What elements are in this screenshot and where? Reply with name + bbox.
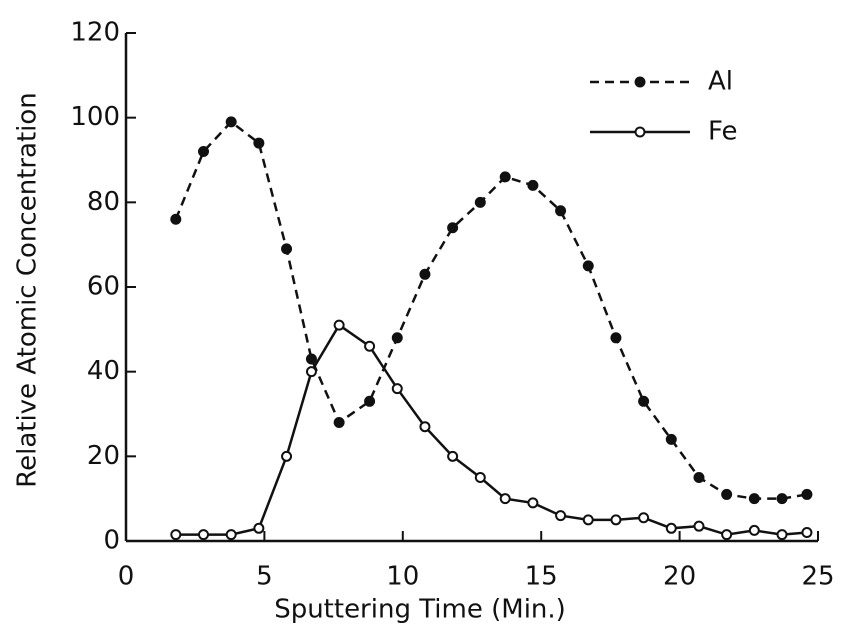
data-point [665, 433, 677, 445]
data-point [474, 472, 486, 483]
data-point [527, 497, 539, 509]
x-tick-label: 5 [256, 562, 273, 592]
series-line [175, 323, 808, 536]
x-tick-label: 20 [663, 562, 696, 592]
y-tick-label: 60 [87, 272, 120, 302]
data-point [582, 514, 594, 526]
data-point [610, 514, 622, 526]
data-point [391, 383, 403, 395]
data-point [364, 395, 376, 407]
x-tick-label: 25 [801, 562, 834, 592]
data-point [748, 524, 760, 536]
y-tick-label: 20 [87, 441, 120, 471]
data-point [721, 488, 733, 500]
data-point [801, 527, 813, 539]
y-tick-label: 120 [70, 18, 120, 48]
data-point [721, 529, 733, 541]
legend-label: Fe [708, 117, 738, 147]
data-point [391, 332, 403, 344]
x-axis-label: Sputtering Time (Min.) [274, 595, 566, 625]
data-point [447, 450, 459, 462]
data-point [527, 179, 539, 191]
data-point [198, 146, 210, 158]
data-point [225, 116, 237, 128]
data-point [170, 529, 182, 541]
data-point [305, 353, 317, 365]
y-axis-label: Relative Atomic Concentration [13, 92, 43, 488]
y-tick-label: 40 [87, 356, 120, 386]
data-point [419, 268, 431, 280]
y-tick-label: 80 [87, 187, 120, 217]
legend-label: Al [708, 67, 733, 97]
y-tick-label: 100 [70, 102, 120, 132]
data-point [305, 366, 317, 378]
data-point [776, 529, 788, 541]
x-tick-label: 10 [386, 562, 419, 592]
data-point [638, 395, 650, 407]
data-point [555, 205, 567, 217]
data-point [665, 522, 677, 534]
data-point [281, 450, 293, 462]
data-point [364, 340, 376, 352]
y-tick-label: 0 [103, 526, 120, 556]
data-point [776, 493, 788, 505]
x-tick-label: 0 [118, 562, 135, 592]
legend-marker [634, 76, 646, 88]
data-point [801, 488, 813, 500]
data-point [748, 493, 760, 505]
data-point [693, 472, 705, 483]
data-point [198, 529, 210, 541]
data-point [281, 243, 293, 255]
data-point [253, 137, 265, 149]
data-point [447, 222, 459, 234]
data-point [253, 522, 265, 534]
series-line [174, 120, 808, 500]
data-point [499, 171, 511, 183]
data-point [555, 510, 567, 522]
data-point [582, 260, 594, 272]
data-point [419, 421, 431, 433]
data-point [610, 332, 622, 344]
data-point [225, 529, 237, 541]
data-point [170, 213, 182, 225]
data-point [333, 416, 345, 428]
x-tick-label: 15 [525, 562, 558, 592]
data-point [333, 319, 345, 331]
legend-marker [634, 126, 646, 138]
data-point [499, 493, 511, 505]
data-point [474, 196, 486, 208]
data-point [638, 512, 650, 524]
data-point [693, 520, 705, 532]
